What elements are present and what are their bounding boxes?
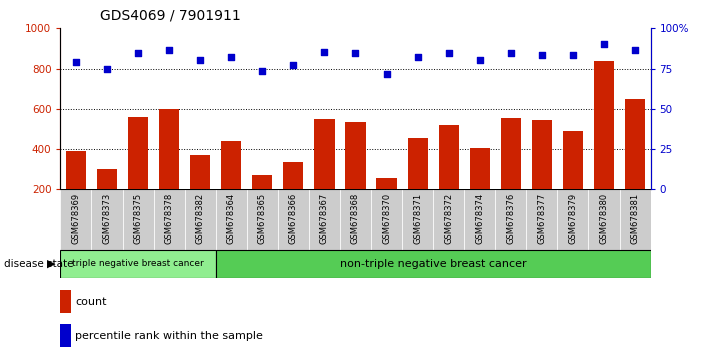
Text: GSM678381: GSM678381 xyxy=(631,193,639,244)
Bar xyxy=(464,189,496,250)
Bar xyxy=(563,131,583,230)
Bar xyxy=(221,141,241,230)
Text: ▶: ▶ xyxy=(47,259,55,269)
Text: GSM678364: GSM678364 xyxy=(227,193,236,244)
Bar xyxy=(340,189,371,250)
Point xyxy=(257,68,268,74)
Text: GSM678365: GSM678365 xyxy=(258,193,267,244)
Point xyxy=(567,52,579,58)
Bar xyxy=(314,119,335,230)
Text: GSM678375: GSM678375 xyxy=(134,193,143,244)
Bar xyxy=(278,189,309,250)
Point xyxy=(225,55,237,60)
Bar xyxy=(407,138,428,230)
Bar xyxy=(247,189,278,250)
Text: GSM678368: GSM678368 xyxy=(351,193,360,244)
Text: GSM678367: GSM678367 xyxy=(320,193,329,244)
Point xyxy=(412,55,423,60)
Point xyxy=(70,59,82,65)
Text: disease state: disease state xyxy=(4,259,73,269)
Point xyxy=(132,51,144,56)
Text: GSM678376: GSM678376 xyxy=(506,193,515,244)
Bar xyxy=(433,189,464,250)
Bar xyxy=(128,117,148,230)
Bar xyxy=(625,99,645,230)
Bar xyxy=(190,155,210,230)
Bar xyxy=(371,189,402,250)
Text: GSM678371: GSM678371 xyxy=(413,193,422,244)
Bar xyxy=(402,189,433,250)
Text: GSM678382: GSM678382 xyxy=(196,193,205,244)
Text: GSM678370: GSM678370 xyxy=(382,193,391,244)
Text: GSM678380: GSM678380 xyxy=(599,193,609,244)
Bar xyxy=(60,250,215,278)
Text: GSM678379: GSM678379 xyxy=(568,193,577,244)
Point xyxy=(536,52,547,58)
Bar xyxy=(66,151,86,230)
Point xyxy=(102,66,113,72)
Point xyxy=(381,72,392,77)
Bar xyxy=(496,189,526,250)
Point xyxy=(505,51,516,56)
Point xyxy=(288,62,299,67)
Bar xyxy=(154,189,185,250)
Bar xyxy=(501,118,521,230)
Bar xyxy=(92,189,122,250)
Bar xyxy=(526,189,557,250)
Text: GSM678377: GSM678377 xyxy=(538,193,546,244)
Bar xyxy=(283,162,304,230)
Point xyxy=(195,57,206,63)
Bar xyxy=(589,189,619,250)
Text: non-triple negative breast cancer: non-triple negative breast cancer xyxy=(340,259,526,269)
Bar xyxy=(532,120,552,230)
Bar xyxy=(60,290,71,314)
Bar xyxy=(376,178,397,230)
Bar xyxy=(470,148,490,230)
Bar xyxy=(557,189,589,250)
Text: GDS4069 / 7901911: GDS4069 / 7901911 xyxy=(100,9,240,23)
Point xyxy=(164,47,175,53)
Bar xyxy=(185,189,215,250)
Bar xyxy=(215,250,651,278)
Bar xyxy=(439,125,459,230)
Bar xyxy=(346,122,365,230)
Bar xyxy=(159,109,179,230)
Text: GSM678374: GSM678374 xyxy=(475,193,484,244)
Bar xyxy=(215,189,247,250)
Text: GSM678378: GSM678378 xyxy=(165,193,173,244)
Text: triple negative breast cancer: triple negative breast cancer xyxy=(73,259,204,268)
Bar xyxy=(122,189,154,250)
Text: GSM678372: GSM678372 xyxy=(444,193,453,244)
Text: GSM678366: GSM678366 xyxy=(289,193,298,244)
Point xyxy=(350,51,361,56)
Text: count: count xyxy=(75,297,107,307)
Point xyxy=(319,50,330,55)
Point xyxy=(598,42,609,47)
Text: GSM678369: GSM678369 xyxy=(72,193,80,244)
Bar xyxy=(60,189,92,250)
Point xyxy=(629,47,641,53)
Bar xyxy=(619,189,651,250)
Text: GSM678373: GSM678373 xyxy=(102,193,112,244)
Text: percentile rank within the sample: percentile rank within the sample xyxy=(75,331,263,341)
Bar xyxy=(309,189,340,250)
Point xyxy=(443,51,454,56)
Point xyxy=(474,57,486,63)
Bar xyxy=(97,169,117,230)
Bar xyxy=(594,61,614,230)
Bar xyxy=(60,324,71,347)
Bar xyxy=(252,175,272,230)
